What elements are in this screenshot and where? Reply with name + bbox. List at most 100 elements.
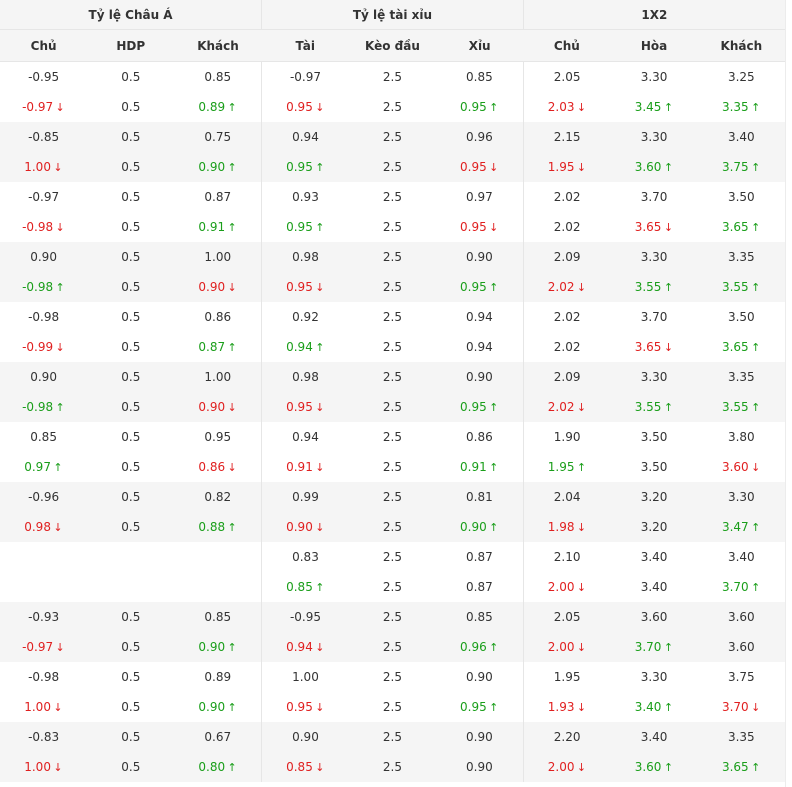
odds-cell-under: 0.96 ↑: [436, 632, 523, 662]
table-row-opening: -0.85 0.5 0.75 0.94 2.5 0.96 2.15 3.30 3.40: [0, 122, 785, 152]
odds-value: 3.50: [727, 190, 755, 204]
odds-cell-under: 0.85: [436, 62, 523, 93]
arrow-down-icon: ↓: [576, 161, 587, 174]
odds-value: 3.40: [727, 130, 755, 144]
odds-cell-asian-home: -0.97 ↓: [0, 632, 87, 662]
odds-cell-asian-away: 1.00: [174, 362, 261, 392]
arrow-down-icon: ↓: [315, 281, 325, 294]
odds-cell-over: 0.90 ↓: [261, 512, 349, 542]
odds-value: 3.50: [727, 310, 755, 324]
odds-value: 0.90: [460, 520, 487, 534]
odds-cell-under: 0.86: [436, 422, 523, 452]
odds-cell-1x2-away: 3.40: [698, 542, 785, 572]
odds-value: 1.00: [24, 160, 51, 174]
odds-value: 2.5: [382, 460, 402, 474]
odds-value: 0.90: [198, 400, 226, 414]
odds-cell-1x2-home: 2.02: [522, 212, 611, 242]
odds-cell-line: 2.5: [349, 302, 436, 332]
odds-value: 3.50: [640, 430, 668, 444]
arrow-down-icon: ↓: [663, 341, 674, 354]
col-header-1x2-away: Khách: [697, 29, 785, 62]
odds-cell-asian-home: -0.85: [0, 122, 87, 152]
odds-value: -0.97: [28, 190, 60, 204]
odds-value: 2.5: [382, 130, 402, 144]
odds-value: 3.70: [721, 580, 749, 594]
odds-cell-asian-home: -0.98: [0, 302, 87, 332]
odds-value: 3.70: [640, 190, 668, 204]
odds-value: 0.90: [466, 760, 493, 774]
odds-value: 0.88: [198, 520, 226, 534]
group-header-asian: Tỷ lệ Châu Á: [0, 0, 262, 30]
odds-value: 2.5: [382, 730, 402, 744]
odds-value: 0.67: [204, 730, 232, 744]
odds-value: 3.40: [640, 580, 668, 594]
odds-cell-over: 0.95 ↓: [261, 272, 349, 302]
odds-cell-1x2-draw: 3.30: [610, 62, 697, 93]
odds-cell-1x2-away: 3.40: [698, 122, 785, 152]
odds-value: 2.00: [547, 640, 575, 654]
odds-cell-1x2-home: 2.03 ↓: [522, 92, 611, 122]
odds-value: 0.95: [204, 430, 232, 444]
odds-value: 0.90: [466, 670, 493, 684]
odds-cell-1x2-home: 1.93 ↓: [522, 692, 611, 722]
odds-cell-asian-home: -0.93: [0, 602, 87, 632]
odds-value: 3.30: [640, 370, 668, 384]
odds-value: 0.85: [286, 760, 313, 774]
odds-cell-1x2-draw: 3.30: [610, 362, 697, 392]
odds-cell-asian-home: -0.97: [0, 182, 87, 212]
odds-cell-asian-away: 0.87: [174, 182, 261, 212]
odds-value: 3.65: [634, 220, 662, 234]
odds-value: 0.91: [198, 220, 226, 234]
odds-cell-asian-home: -0.98 ↑: [0, 392, 87, 422]
arrow-up-icon: ↑: [663, 401, 674, 414]
odds-value: 0.5: [121, 100, 141, 114]
arrow-up-icon: ↑: [751, 521, 761, 534]
table-row-opening: -0.93 0.5 0.85 -0.95 2.5 0.85 2.05 3.60 3.60: [0, 602, 785, 632]
odds-cell-under: 0.90: [436, 242, 523, 272]
odds-cell-asian-handicap: 0.5: [87, 692, 174, 722]
odds-value: 1.95: [553, 670, 581, 684]
odds-value: -0.95: [289, 610, 321, 624]
odds-value: 3.55: [721, 400, 749, 414]
odds-value: 3.45: [634, 100, 662, 114]
odds-value: 0.94: [466, 340, 493, 354]
table-row-current: 0.97 ↑ 0.5 0.86 ↓ 0.91 ↓ 2.5 0.91 ↑ 1.95 ↑ 3.50 3.60 ↓: [0, 452, 785, 482]
scrollbar-gutter[interactable]: [785, 0, 792, 787]
odds-value: 1.93: [547, 700, 575, 714]
arrow-down-icon: ↓: [576, 521, 587, 534]
odds-value: 2.5: [382, 220, 402, 234]
table-row-current: 0.85 ↑ 2.5 0.87 2.00 ↓ 3.40 3.70 ↑: [0, 572, 785, 602]
odds-value: 0.87: [204, 190, 232, 204]
odds-value: 0.5: [121, 700, 141, 714]
match-group: -0.98 0.5 0.86 0.92 2.5 0.94 2.02 3.70 3.50 -0.99…: [0, 302, 785, 362]
odds-cell-over: 0.98: [261, 362, 349, 392]
arrow-up-icon: ↑: [315, 221, 325, 234]
arrow-up-icon: ↑: [751, 161, 761, 174]
odds-value: 0.98: [292, 250, 319, 264]
odds-value: 2.5: [382, 70, 402, 84]
col-header-1x2-draw: Hòa: [610, 29, 698, 62]
odds-value: 0.5: [121, 670, 141, 684]
arrow-down-icon: ↓: [227, 461, 237, 474]
odds-value: -0.98: [22, 400, 54, 414]
odds-value: 0.93: [292, 190, 319, 204]
odds-value: 2.04: [553, 490, 581, 504]
odds-value: 0.5: [121, 520, 141, 534]
odds-cell-1x2-home: 1.95 ↓: [522, 152, 611, 182]
arrow-down-icon: ↓: [576, 101, 587, 114]
odds-value: -0.98: [28, 670, 60, 684]
col-header-1x2-home: Chủ: [523, 29, 611, 62]
odds-value: 3.30: [640, 250, 668, 264]
odds-cell-over: 0.95 ↑: [261, 152, 349, 182]
table-row-opening: -0.98 0.5 0.86 0.92 2.5 0.94 2.02 3.70 3.50: [0, 302, 785, 332]
group-header-row: Tỷ lệ Châu Á Tỷ lệ tài xỉu 1X2: [0, 0, 785, 30]
odds-cell-line: 2.5: [349, 572, 436, 602]
odds-cell-1x2-home: 2.02 ↓: [522, 392, 611, 422]
odds-value: 2.5: [382, 280, 402, 294]
odds-cell-under: 0.95 ↓: [436, 212, 523, 242]
odds-value: 2.5: [382, 160, 402, 174]
odds-value: -0.97: [22, 640, 54, 654]
arrow-up-icon: ↑: [53, 461, 63, 474]
odds-value: 2.5: [382, 520, 402, 534]
